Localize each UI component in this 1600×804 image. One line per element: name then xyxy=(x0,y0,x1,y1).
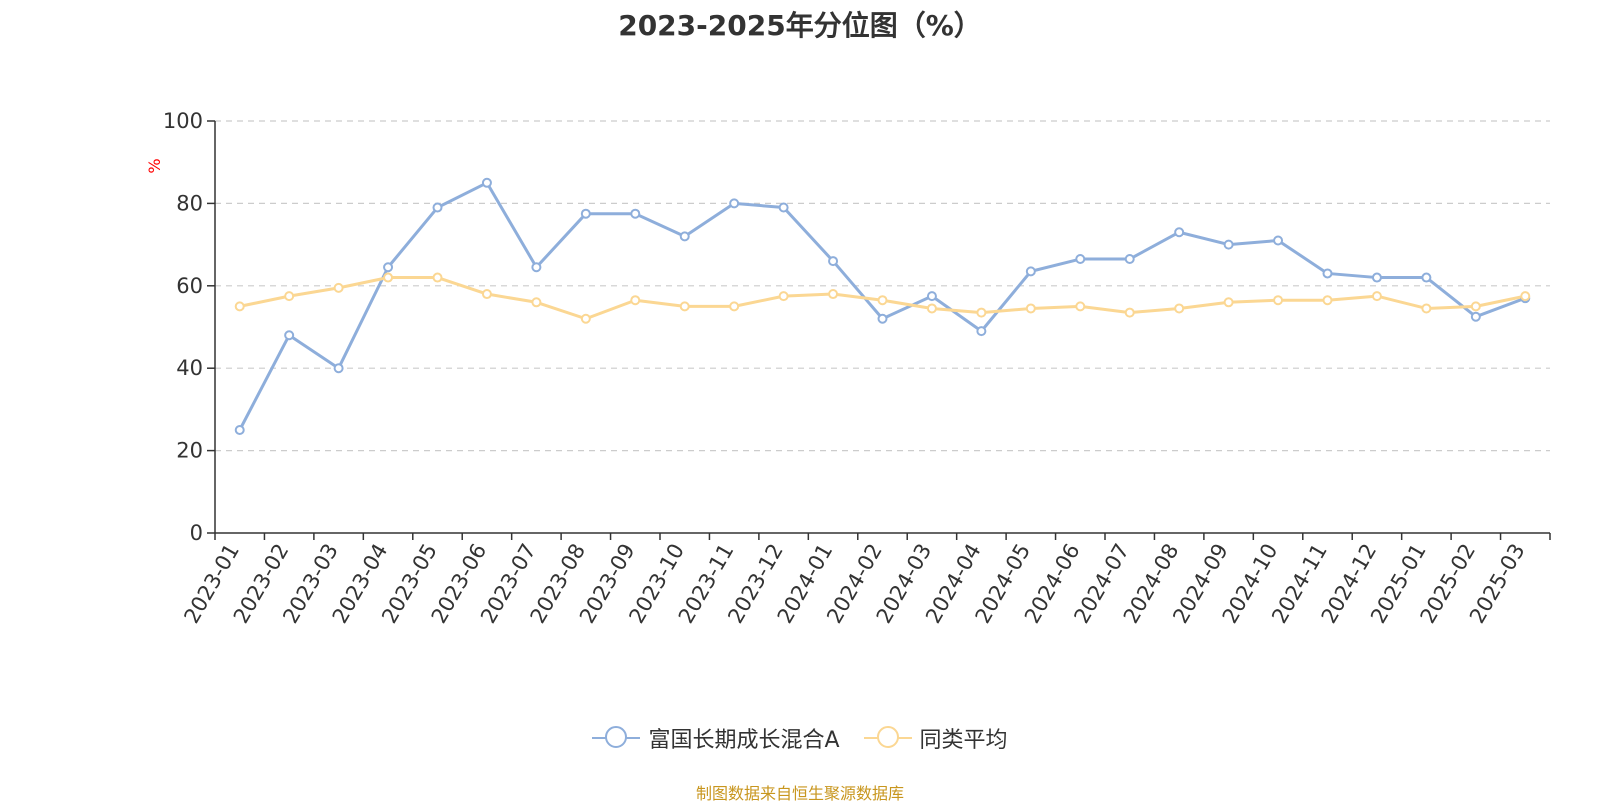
y-tick-label: 0 xyxy=(190,521,203,545)
series-lines xyxy=(234,177,1531,435)
data-point xyxy=(1322,268,1333,279)
grid-lines xyxy=(215,120,1550,452)
data-point xyxy=(976,326,987,337)
legend-label: 同类平均 xyxy=(919,728,1008,753)
data-point xyxy=(679,301,690,312)
legend-label: 富国长期成长混合A xyxy=(648,728,840,753)
data-point xyxy=(432,272,443,283)
data-point xyxy=(778,291,789,302)
y-tick-label: 60 xyxy=(176,274,203,298)
legend-item-peer-average[interactable]: 同类平均 xyxy=(863,722,1008,754)
data-point xyxy=(1223,239,1234,250)
data-point xyxy=(1520,291,1531,302)
data-point xyxy=(481,289,492,300)
data-point xyxy=(729,198,740,209)
data-point xyxy=(1273,295,1284,306)
data-point xyxy=(679,231,690,242)
legend: 富国长期成长混合A 同类平均 xyxy=(0,722,1600,754)
data-point xyxy=(1025,303,1036,314)
data-point xyxy=(580,313,591,324)
data-point xyxy=(1371,272,1382,283)
data-point xyxy=(432,202,443,213)
data-point xyxy=(1223,297,1234,308)
data-point xyxy=(1470,301,1481,312)
data-point xyxy=(1273,235,1284,246)
legend-item-fund[interactable]: 富国长期成长混合A xyxy=(592,722,840,754)
data-point xyxy=(778,202,789,213)
data-point xyxy=(1174,227,1185,238)
data-point xyxy=(284,291,295,302)
data-point xyxy=(580,208,591,219)
data-point xyxy=(1421,303,1432,314)
data-point xyxy=(1025,266,1036,277)
data-point xyxy=(1075,301,1086,312)
data-point xyxy=(531,297,542,308)
data-point xyxy=(333,363,344,374)
data-point xyxy=(383,262,394,273)
data-point xyxy=(1124,254,1135,265)
data-point xyxy=(828,289,839,300)
data-source-note: 制图数据来自恒生聚源数据库 xyxy=(695,784,904,803)
data-point xyxy=(976,307,987,318)
legend-marker-icon xyxy=(863,726,912,750)
legend-marker-icon xyxy=(592,726,641,750)
chart-title: 2023-2025年分位图（%） xyxy=(618,9,982,42)
data-point xyxy=(1470,311,1481,322)
data-point xyxy=(383,272,394,283)
data-point xyxy=(630,295,641,306)
data-point xyxy=(877,313,888,324)
data-point xyxy=(828,256,839,267)
data-point xyxy=(481,177,492,188)
series-line xyxy=(238,181,1526,431)
data-point xyxy=(877,295,888,306)
data-point xyxy=(234,425,245,435)
data-point xyxy=(531,262,542,273)
data-point xyxy=(1075,254,1086,265)
data-point xyxy=(333,282,344,293)
data-point xyxy=(1124,307,1135,318)
y-tick-label: 40 xyxy=(176,356,203,380)
data-point xyxy=(1174,303,1185,314)
data-point xyxy=(729,301,740,312)
data-point xyxy=(926,303,937,314)
y-tick-label: 80 xyxy=(176,191,203,215)
y-axis-label: % xyxy=(145,158,164,173)
data-point xyxy=(1421,272,1432,283)
data-point xyxy=(926,291,937,302)
data-point xyxy=(234,301,245,312)
y-tick-label: 20 xyxy=(176,439,203,463)
data-point xyxy=(1371,291,1382,302)
data-point xyxy=(1322,295,1333,306)
data-point xyxy=(284,330,295,341)
y-tick-label: 100 xyxy=(163,109,203,133)
data-point xyxy=(630,208,641,219)
